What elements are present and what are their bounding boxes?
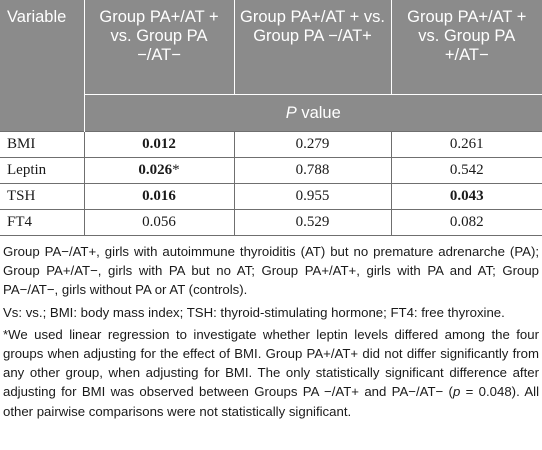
table-row: FT4 0.056 0.529 0.082: [0, 209, 542, 236]
row-label: TSH: [0, 183, 85, 210]
header-variable: Variable: [0, 0, 85, 95]
cell-value: 0.788: [234, 157, 392, 184]
header-blank-cell: [0, 94, 85, 132]
table-notes: Group PA−/AT+, girls with autoimmune thy…: [0, 236, 542, 421]
cell-value: 0.279: [234, 131, 392, 158]
header-group-2: Group PA+/AT + vs. Group PA −/AT+: [234, 0, 392, 95]
footnote-p-symbol: p: [452, 384, 461, 400]
note-footnote: *We used linear regression to investigat…: [3, 325, 539, 421]
table-row: BMI 0.012 0.279 0.261: [0, 131, 542, 158]
results-table: Variable Group PA+/AT + vs. Group PA −/A…: [0, 0, 542, 236]
table-row: Leptin 0.026* 0.788 0.542: [0, 157, 542, 184]
p-value-suffix: value: [296, 103, 341, 122]
cell-value: 0.542: [391, 157, 542, 184]
cell-value: 0.261: [391, 131, 542, 158]
cell-value: 0.955: [234, 183, 392, 210]
cell-value: 0.012: [84, 131, 235, 158]
p-symbol: P: [285, 103, 297, 122]
footnote-text-a: *We used linear regression to investigat…: [3, 326, 539, 400]
cell-value-bold: 0.026: [138, 162, 173, 178]
cell-value: 0.082: [391, 209, 542, 236]
table-subheader-row: P value: [0, 94, 542, 132]
table-row: TSH 0.016 0.955 0.043: [0, 183, 542, 210]
note-abbreviations: Vs: vs.; BMI: body mass index; TSH: thyr…: [3, 304, 505, 320]
note-groups: Group PA−/AT+, girls with autoimmune thy…: [3, 244, 539, 298]
document: Variable Group PA+/AT + vs. Group PA −/A…: [0, 0, 542, 421]
cell-value: 0.529: [234, 209, 392, 236]
header-group-1: Group PA+/AT + vs. Group PA −/AT−: [84, 0, 235, 95]
header-p-value: P value: [84, 94, 542, 132]
table-header-row: Variable Group PA+/AT + vs. Group PA −/A…: [0, 0, 542, 95]
footnote-text-b: = 0.048). All other pairwise comparisons…: [3, 384, 540, 419]
cell-value: 0.043: [391, 183, 542, 210]
cell-value: 0.056: [84, 209, 235, 236]
footnote-marker: *: [172, 162, 180, 178]
row-label: FT4: [0, 209, 85, 236]
row-label: BMI: [0, 131, 85, 158]
cell-value: 0.016: [84, 183, 235, 210]
cell-value: 0.026*: [84, 157, 235, 184]
row-label: Leptin: [0, 157, 85, 184]
header-group-3: Group PA+/AT + vs. Group PA +/AT−: [391, 0, 542, 95]
